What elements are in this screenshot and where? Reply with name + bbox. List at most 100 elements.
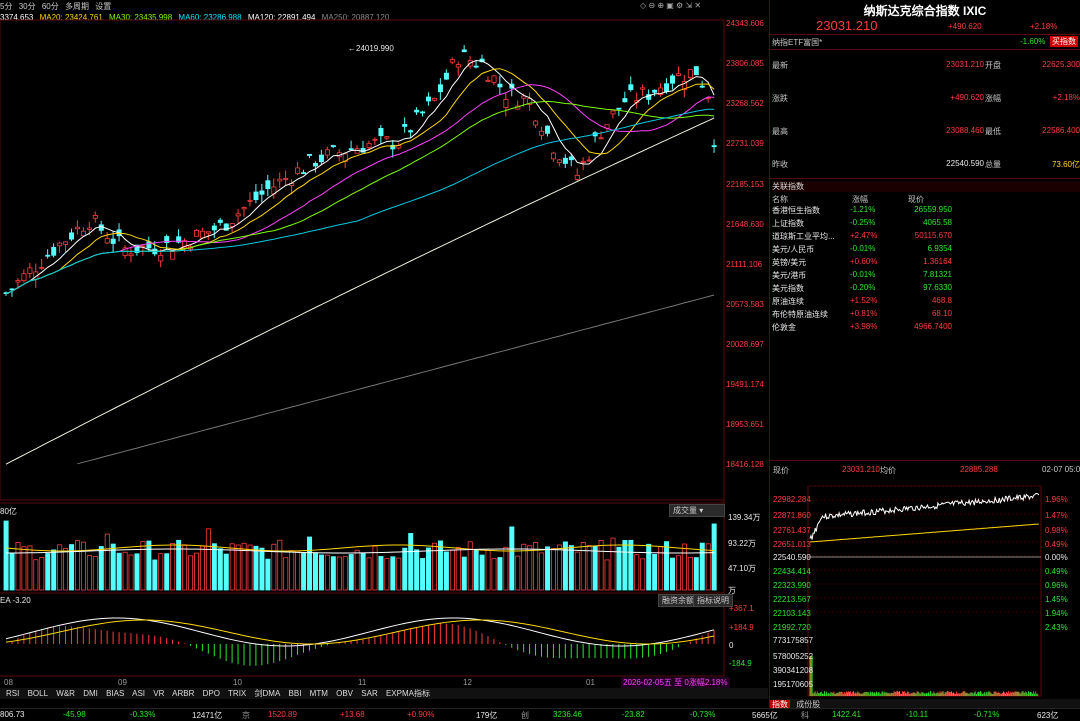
indicator-help-button[interactable]: 指标说明 (693, 594, 733, 607)
volume-bar (556, 544, 562, 591)
volume-bar (574, 551, 580, 591)
volume-bar (15, 541, 21, 591)
tab-trix[interactable]: TRIX (228, 689, 247, 698)
candle-body (211, 225, 217, 231)
tab-sar[interactable]: SAR (361, 689, 378, 698)
tab-dma[interactable]: 剑DMA (254, 689, 281, 698)
volume-bar (402, 547, 408, 591)
zoom-in-icon[interactable]: ⊕ (657, 1, 667, 10)
volume-bar (503, 546, 509, 591)
price-axis-label: 21111.106 (726, 260, 763, 269)
candle-body (711, 145, 717, 148)
fullscreen-icon[interactable]: ◇ (640, 1, 649, 10)
tab-dpo[interactable]: DPO (202, 689, 220, 698)
volume-bar (312, 552, 318, 591)
kline-chart[interactable] (0, 0, 725, 680)
settings-link[interactable]: 设置 (95, 2, 112, 11)
related-row[interactable]: 伦敦金 +3.98% 4966.7400 (770, 322, 1080, 335)
related-row[interactable]: 原油连续 +1.52% 468.8 (770, 296, 1080, 309)
related-row[interactable]: 布伦特原油连续 +0.81% 68.10 (770, 309, 1080, 322)
price-axis-label: 21648.630 (726, 220, 764, 229)
status-value: 1520.89 (268, 710, 297, 719)
candle-body (426, 96, 432, 102)
tab-rsi[interactable]: RSI (6, 689, 20, 698)
tab-wr[interactable]: W&R (56, 689, 75, 698)
tab-bias[interactable]: BIAS (106, 689, 125, 698)
related-name: 上证指数 (772, 219, 804, 228)
status-amount: 12471亿 (192, 711, 223, 720)
tab-index[interactable]: 指数 (770, 700, 790, 709)
tab-bbi[interactable]: BBI (288, 689, 302, 698)
related-title: 关联指数 (772, 181, 1080, 192)
tab-obv[interactable]: OBV (336, 689, 354, 698)
tab-arbr[interactable]: ARBR (172, 689, 195, 698)
candle-body (562, 157, 568, 164)
buy-index-button[interactable]: 买指数 (1050, 36, 1078, 47)
volume-bar (229, 543, 235, 591)
candle-body (485, 80, 491, 82)
tab-constituents[interactable]: 成份股 (796, 700, 821, 709)
margin-balance-button[interactable]: 融资余额 (658, 594, 698, 607)
ma-legend: 3374.653 MA20: 23424.761 MA30: 23435.998… (0, 13, 389, 22)
volume-bar (628, 539, 634, 591)
related-row[interactable]: 英镑/美元 +0.60% 1.36164 (770, 257, 1080, 270)
volume-bar (318, 554, 324, 591)
divider (770, 178, 1080, 179)
volume-bar (604, 559, 610, 591)
related-row[interactable]: 美元指数 -0.20% 97.6330 (770, 283, 1080, 296)
volume-bar (562, 541, 568, 591)
intraday-pct-tick: 0.49% (1045, 567, 1068, 576)
volume-bar (342, 556, 348, 591)
candle-body (98, 224, 104, 231)
related-pct: +1.52% (850, 296, 878, 305)
volume-selector[interactable]: 成交量 ▾ (669, 504, 725, 517)
image-icon[interactable]: ▣ (666, 1, 677, 10)
candle-body (330, 145, 336, 148)
volume-axis-label: 万 (728, 586, 736, 595)
related-row[interactable]: 美元/港币 -0.01% 7.81321 (770, 270, 1080, 283)
period-5m[interactable]: 5分 (0, 2, 13, 11)
tab-asi[interactable]: ASI (132, 689, 146, 698)
volume-bar (199, 545, 205, 591)
related-row[interactable]: 道琼斯工业平均... +2.47% 50115.670 (770, 231, 1080, 244)
tab-expma[interactable]: EXPMA指标 (385, 689, 430, 698)
period-30m[interactable]: 30分 (18, 2, 36, 11)
close-icon[interactable]: ✕ (694, 1, 702, 10)
candle-body (27, 267, 33, 274)
candle-body (307, 154, 313, 156)
candle-body (455, 64, 461, 68)
intraday-price-tick: 578005252 (773, 652, 814, 661)
candle-body (551, 152, 557, 160)
zoom-out-icon[interactable]: ⊖ (648, 1, 658, 10)
multi-period-button[interactable]: 多周期 (64, 2, 89, 11)
intraday-price-tick: 22871.860 (773, 511, 811, 520)
candle-body (158, 254, 164, 262)
volume-bar (705, 543, 711, 591)
candle-body (182, 240, 188, 249)
volume-bar (443, 551, 449, 591)
volume-bar (324, 554, 330, 591)
related-row[interactable]: 上证指数 -0.25% 4065.58 (770, 218, 1080, 231)
tab-vr[interactable]: VR (153, 689, 165, 698)
price-change: +490.620 (948, 22, 982, 31)
period-60m[interactable]: 60分 (41, 2, 59, 11)
intraday-chart[interactable] (770, 476, 1080, 700)
candle-body (652, 89, 658, 93)
volume-bar (539, 552, 545, 591)
related-row[interactable]: 美元/人民币 -0.01% 6.9354 (770, 244, 1080, 257)
status-change: -45.98 (63, 710, 86, 719)
price-axis-label: 19491.174 (726, 380, 764, 389)
settings-icon[interactable]: ⚙ (676, 1, 686, 10)
tab-dmi[interactable]: DMI (83, 689, 98, 698)
volume-bar (63, 547, 69, 591)
related-row[interactable]: 香港恒生指数 -1.21% 26559.950 (770, 205, 1080, 218)
macd-axis-label: +367.1 (729, 604, 754, 613)
tab-boll[interactable]: BOLL (27, 689, 49, 698)
volume-bar (253, 545, 259, 591)
etf-label[interactable]: 纳指ETF富国* (772, 38, 823, 47)
candle-body (443, 72, 449, 80)
export-icon[interactable]: ⇲ (685, 1, 695, 10)
tab-mtm[interactable]: MTM (309, 689, 328, 698)
volume-bar (176, 539, 182, 591)
volume-bar (51, 549, 57, 591)
